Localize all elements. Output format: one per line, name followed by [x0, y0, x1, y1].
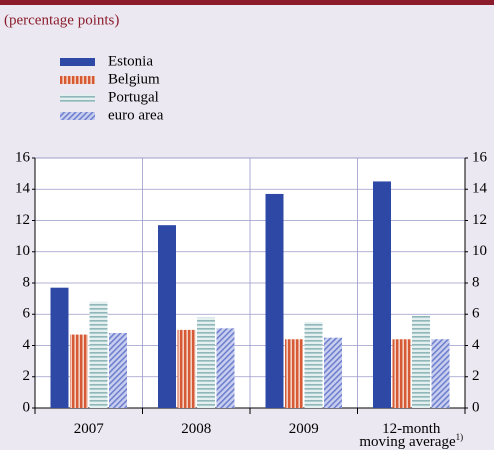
y-tick-label: 2	[23, 368, 31, 384]
legend-label: euro area	[108, 107, 164, 123]
bar	[431, 339, 450, 408]
bar	[89, 301, 108, 408]
bar	[412, 315, 430, 408]
x-tick-label: 2007	[34, 421, 144, 437]
bar	[324, 337, 342, 408]
x-tick-label: 12-month moving average1)	[356, 421, 466, 450]
bar	[285, 339, 303, 408]
top-band	[0, 0, 494, 5]
legend-swatch	[60, 94, 95, 102]
y2-tick-label: 6	[472, 306, 480, 322]
bar	[50, 287, 69, 408]
y2-tick-label: 12	[472, 212, 487, 228]
x-tick-label: 2008	[141, 421, 251, 437]
y2-tick-label: 10	[472, 243, 487, 259]
category-text: 2007	[73, 421, 104, 437]
y2-tick-label: 4	[472, 337, 480, 353]
x-tick-label: 2009	[249, 421, 359, 437]
y2-tick-label: 0	[472, 399, 480, 415]
bar	[109, 333, 127, 408]
y-tick-label: 6	[23, 306, 31, 322]
bar	[265, 193, 284, 408]
bar	[304, 322, 323, 408]
bar	[373, 181, 391, 408]
legend-swatch	[60, 112, 95, 120]
y-tick-label: 16	[15, 149, 31, 165]
y2-tick-label: 8	[472, 274, 480, 290]
bar	[197, 317, 215, 408]
y-tick-label: 14	[15, 181, 31, 197]
bar	[392, 339, 411, 408]
bar	[177, 329, 196, 408]
y-tick-label: 12	[15, 212, 30, 228]
legend-label: Estonia	[108, 53, 153, 69]
category-text: 12-month moving average	[359, 421, 456, 450]
y2-tick-label: 16	[472, 149, 488, 165]
bar	[70, 334, 88, 408]
y-tick-label: 4	[23, 337, 31, 353]
bar	[216, 328, 235, 408]
footnote-marker: 1)	[455, 432, 464, 442]
bar	[158, 225, 176, 408]
legend-label: Portugal	[108, 89, 159, 105]
y2-tick-label: 14	[472, 181, 488, 197]
legend-swatch	[60, 58, 95, 66]
y-tick-label: 8	[23, 274, 31, 290]
y-tick-label: 10	[15, 243, 30, 259]
chart-subtitle: (percentage points)	[4, 12, 119, 28]
legend-label: Belgium	[108, 71, 160, 87]
category-text: 2009	[288, 421, 319, 437]
y-tick-label: 0	[23, 399, 31, 415]
legend-swatch	[60, 76, 95, 84]
category-text: 2008	[181, 421, 212, 437]
y2-tick-label: 2	[472, 368, 480, 384]
